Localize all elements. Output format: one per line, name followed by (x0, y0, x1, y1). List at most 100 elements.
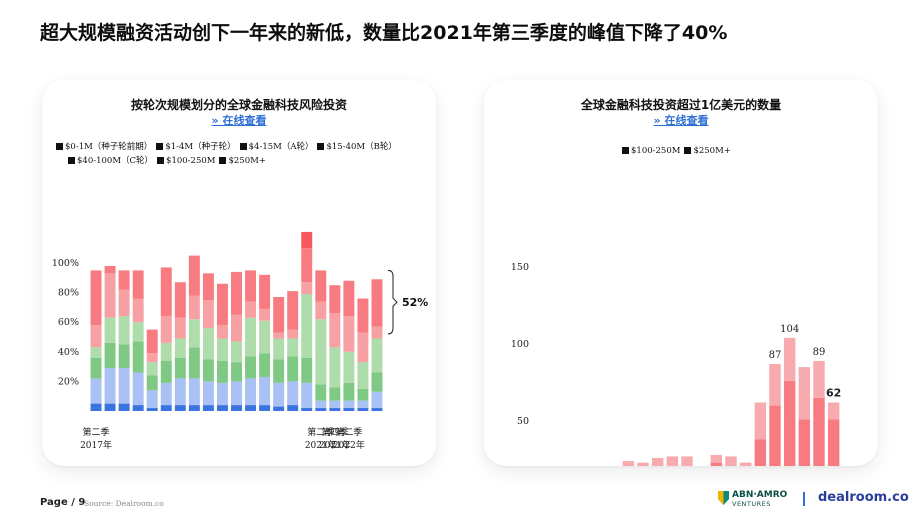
bar-segment (231, 381, 242, 406)
bar-segment (273, 332, 285, 339)
bar-segment (315, 270, 327, 302)
bar-segment (118, 344, 130, 369)
bar-segment (637, 462, 649, 466)
annotation-bracket (387, 269, 398, 335)
bar-segment (90, 357, 102, 379)
left-legend-row-1: $0-1M（种子轮前期） $1-4M（种子轮） $4-15M（A轮） $15-40M（… (56, 140, 401, 152)
bar-segment (245, 405, 257, 411)
left-legend-item: $1-4M（种子轮） (156, 142, 236, 152)
bar-segment (813, 397, 825, 466)
bar-segment (259, 353, 271, 377)
bar-segment (287, 291, 299, 330)
legend-label: $250M+ (693, 146, 731, 156)
y-tick-label: 100% (52, 258, 79, 269)
left-view-online-link[interactable]: » 在线查看 (211, 114, 267, 127)
bar-segment (343, 382, 355, 401)
abn-amro-name: ABN·AMRO (732, 490, 788, 500)
legend-swatch-icon (684, 146, 692, 154)
bar-segment (273, 359, 285, 383)
bar-segment (287, 356, 299, 382)
legend-label: $1-4M（种子轮） (165, 142, 236, 152)
bar-segment (174, 282, 186, 318)
total-value-label: 62 (826, 387, 841, 400)
legend-swatch-icon (157, 156, 165, 164)
legend-label: $250M+ (228, 156, 266, 166)
bar-segment (301, 231, 313, 249)
bar-segment (146, 408, 158, 411)
legend-label: $100-250M (166, 156, 216, 166)
bar-segment (160, 267, 172, 317)
right-view-online-link[interactable]: » 在线查看 (653, 114, 709, 127)
abn-amro-ventures-logo: ABN·AMRO VENTURES (718, 490, 790, 510)
bar-segment (798, 419, 811, 466)
bar-segment (301, 408, 313, 411)
bar-segment (315, 384, 327, 401)
bar-segment (739, 462, 752, 466)
bar-segment (769, 364, 781, 406)
bar-segment (104, 342, 116, 369)
y-tick-label: 80% (58, 288, 79, 299)
bar-segment (146, 375, 158, 391)
bar-segment (754, 402, 767, 440)
left-legend-item: $4-15M（A轮） (239, 142, 313, 152)
bar-segment (329, 285, 341, 314)
x-tick-label: 第二季 (335, 426, 362, 438)
abn-amro-ventures-label: VENTURES (732, 500, 771, 508)
bar-segment (371, 408, 383, 411)
bar-segment (301, 294, 313, 358)
bar-segment (202, 381, 214, 406)
bar-segment (798, 367, 811, 420)
right-chart-title: 全球金融科技投资超过1亿美元的数量 (580, 98, 782, 112)
bar-segment (132, 405, 144, 411)
bar-segment (104, 317, 116, 343)
source-note: Source: Dealroom.co (84, 499, 164, 508)
left-legend-item: $250M+ (219, 156, 266, 166)
bar-segment (343, 280, 355, 317)
x-tick-label: 2017年 (80, 439, 112, 451)
y-tick-label: 50 (517, 416, 529, 427)
bar-segment (343, 316, 355, 352)
bar-segment (245, 317, 257, 357)
x-tick-label: 2022年 (333, 439, 365, 451)
bar-segment (273, 338, 285, 360)
bar-segment (118, 403, 130, 411)
bar-segment (329, 408, 341, 411)
y-tick-label: 150 (511, 262, 529, 273)
legend-swatch-icon (219, 156, 227, 164)
bar-segment (90, 325, 102, 348)
x-tick-label: 2021年 (319, 439, 351, 451)
bar-segment (315, 400, 327, 409)
bar-segment (315, 301, 327, 320)
bar-segment (783, 380, 796, 466)
bar-segment (315, 319, 327, 385)
logo-divider (803, 492, 805, 506)
legend-label: $0-1M（种子轮前期） (65, 142, 153, 152)
bar-segment (301, 382, 313, 409)
bar-segment (681, 456, 693, 466)
bar-segment (725, 456, 737, 466)
bar-segment (343, 400, 355, 409)
bar-segment (231, 362, 242, 382)
bar-segment (188, 347, 200, 379)
bar-segment (783, 337, 796, 381)
bar-segment (666, 456, 679, 466)
right-legend: $100-250M $250M+ (622, 146, 735, 156)
dealroom-logo: dealroom.co (818, 490, 909, 505)
bar-segment (245, 301, 257, 318)
bar-segment (329, 313, 341, 348)
x-tick-label: 第四季 (321, 426, 348, 438)
bar-segment (160, 360, 172, 383)
left-legend-item: $0-1M（种子轮前期） (56, 142, 152, 152)
bar-segment (174, 405, 186, 411)
bar-segment (357, 388, 369, 401)
bar-segment (118, 289, 130, 317)
bar-segment (287, 381, 299, 406)
bar-segment (357, 362, 369, 389)
bar-segment (273, 406, 285, 411)
page-number: Page / 9 (40, 497, 86, 508)
bar-segment (622, 461, 635, 466)
legend-swatch-icon (68, 156, 75, 164)
left-legend-item: $100-250M (157, 156, 215, 166)
bar-segment (259, 376, 271, 406)
mega-round-count-card: 全球金融科技投资超过1亿美元的数量 » 在线查看 $100-250M $250M+… (484, 80, 878, 466)
